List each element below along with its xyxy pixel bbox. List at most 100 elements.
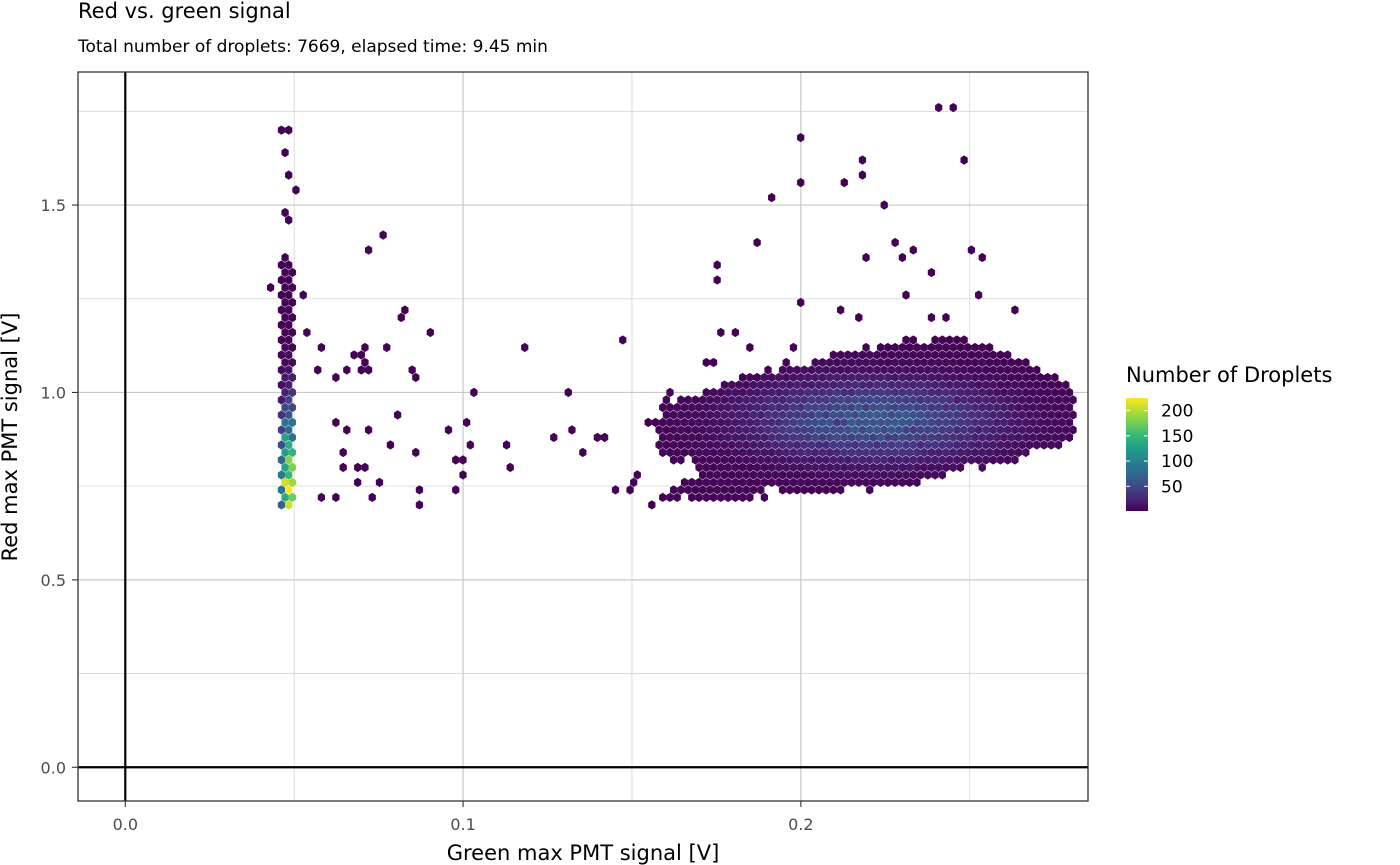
hexbin-cell [459,455,467,465]
hexbin-cell [724,447,732,458]
hexbin-cell [851,395,859,405]
hexbin-cell [709,477,718,488]
hexbin-cell [920,372,928,383]
hexbin-cell [1040,440,1048,450]
hexbin-cell [731,462,739,473]
hexbin-cell [840,477,848,488]
hexbin-cell [818,447,827,458]
hexbin-cell [913,402,921,413]
hexbin-cell [600,432,609,443]
hexbin-cell [778,365,787,375]
hexbin-cell [913,357,921,368]
hexbin-cell [709,417,718,428]
hexbin-cell [746,432,754,443]
hexbin-cell [735,410,743,420]
hexbin-cell [281,297,289,308]
hexbin-cell [1000,417,1008,428]
hexbin-cell [285,395,293,405]
hexbin-cell [1044,402,1052,413]
hexbin-cell [982,410,990,420]
y-axis: 0.0 0.5 1.0 1.5 [41,196,78,777]
hexbin-cell [793,380,801,390]
hexbin-cell [989,440,997,450]
hexbin-cell [1025,425,1034,435]
hexbin-cell [906,447,914,458]
hexbin-cell [985,372,994,383]
hexbin-cell [891,357,899,368]
hexbin-cell [840,462,848,473]
hexbin-cell [1004,365,1012,375]
hexbin-cell [909,335,917,345]
hexbin-cell [902,395,910,405]
hexbin-cell [699,455,707,465]
hexbin-cell [742,440,750,450]
hexbin-cell [956,417,965,428]
hexbin-cell [942,402,950,413]
hexbin-cell [847,357,856,368]
hexbin-cell [916,380,925,390]
hexbin-cell [1062,395,1070,405]
hexbin-cell [1033,440,1041,450]
hexbin-cell [964,372,972,383]
hexbin-cell [975,290,983,300]
hexbin-cell [858,380,867,390]
hexbin-cell [277,380,286,390]
hexbin-cell [960,395,968,405]
hexbin-cell [789,432,798,443]
hexbin-cell [804,387,812,398]
hexbin-cell [829,380,838,390]
hexbin-cell [967,245,976,255]
hexbin-cell [953,365,961,375]
hexbin-cell [749,485,758,495]
hexbin-cell [720,380,729,390]
hexbin-cell [782,357,790,368]
hexbin-cell [938,380,946,390]
hexbin-cell [709,432,718,443]
hexbin-cell [993,447,1001,458]
hexbin-cell [1000,432,1008,443]
hexbin-cell [753,372,761,383]
hexbin-cell [844,350,852,360]
hexbin-cell [851,440,859,450]
hexbin-cell [855,462,863,473]
hexbin-cell [855,357,863,368]
hexbin-cell [666,417,674,428]
hexbin-cell [873,350,881,360]
hexbin-cell [426,327,434,338]
hexbin-cell [873,425,881,435]
hexbin-cell [920,387,928,398]
hexbin-cell [354,477,362,488]
hexbin-cell [728,425,736,435]
hexbin-cell [688,477,696,488]
hexbin-cell [971,387,979,398]
hexbin-cell [699,470,707,480]
hexbin-cell [902,440,910,450]
hexbin-cell [924,470,932,480]
hexbin-cell [397,312,405,323]
hexbin-cell [884,462,892,473]
y-axis-title: Red max PMT signal [V] [0,313,22,562]
hexbin-cell [786,395,794,405]
hexbin-cell [749,410,758,420]
hexbin-cell [619,335,627,345]
hexbin-cell [807,380,816,390]
hexbin-cell [684,485,692,495]
hexbin-cell [953,425,961,435]
hexbin-cell [989,410,997,420]
hexbin-cell [720,440,729,450]
hexbin-cell [1011,440,1019,450]
hexbin-cell [1018,410,1026,420]
hexbin-cell [786,365,794,375]
hexbin-cell [1014,417,1023,428]
hexbin-cell [1054,410,1063,420]
hexbin-cell [811,417,819,428]
hexbin-cell [288,477,296,488]
hexbin-cell [281,387,289,398]
hexbin-cell [702,357,710,368]
hexbin-cell [906,462,914,473]
hexbin-cell [738,492,747,503]
hexbin-cell [953,440,961,450]
hexbin-cell [811,462,819,473]
hexbin-cell [833,387,841,398]
hexbin-cell [837,350,845,360]
